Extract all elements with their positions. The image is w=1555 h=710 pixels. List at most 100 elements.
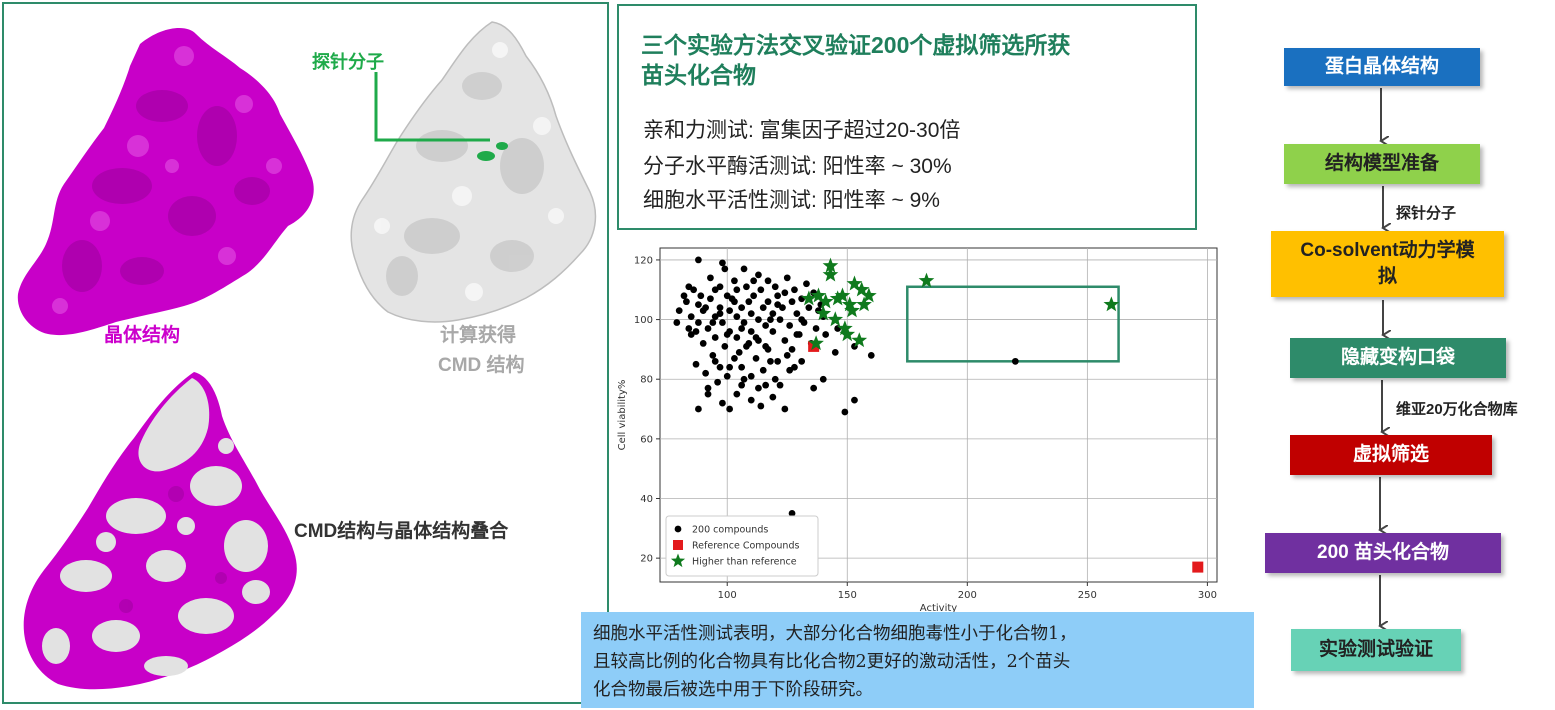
data-point xyxy=(822,266,839,282)
data-point xyxy=(764,277,772,285)
y-tick-label: 120 xyxy=(634,255,653,266)
data-point xyxy=(757,286,765,294)
overlay-structure-image xyxy=(23,372,297,690)
x-tick-label: 150 xyxy=(838,590,857,601)
flow-step-hit-compounds: 200 苗头化合物 xyxy=(1265,533,1501,573)
y-axis-label: Cell viability% xyxy=(617,380,628,451)
structure-panel: 晶体结构 探针分子 计算获得 CMD 结构 xyxy=(2,2,609,704)
x-axis-label: Activity xyxy=(920,603,957,612)
data-point xyxy=(867,351,875,359)
summary-affinity-line: 亲和力测试: 富集因子超过20-30倍 xyxy=(643,119,961,142)
legend-box xyxy=(665,515,819,577)
data-point xyxy=(740,375,748,383)
x-tick-label: 250 xyxy=(1078,590,1097,601)
data-point xyxy=(829,290,846,306)
data-point xyxy=(726,307,733,314)
data-point xyxy=(781,289,789,297)
data-point xyxy=(762,381,770,389)
data-point xyxy=(714,378,721,386)
data-point xyxy=(791,286,798,294)
data-point xyxy=(776,381,784,389)
data-point xyxy=(841,296,858,312)
data-point xyxy=(851,396,858,404)
data-point xyxy=(1011,357,1019,365)
legend-marker xyxy=(673,540,683,550)
flow-step-5-label: 虚拟筛选 xyxy=(1352,444,1429,465)
data-point xyxy=(716,304,724,312)
data-point xyxy=(1103,296,1120,312)
data-point xyxy=(839,326,856,342)
data-point xyxy=(808,335,824,351)
data-point xyxy=(733,286,741,294)
data-point xyxy=(846,275,863,291)
data-point xyxy=(704,325,712,332)
data-point xyxy=(831,349,839,356)
flow-step-6-label: 200 苗头化合物 xyxy=(1317,542,1449,563)
data-point xyxy=(726,405,733,413)
data-point xyxy=(699,340,707,347)
flow-step-2-label: 结构模型准备 xyxy=(1324,153,1439,174)
data-point xyxy=(709,319,717,326)
data-point xyxy=(726,363,733,371)
y-tick-label: 40 xyxy=(640,494,653,505)
x-tick-label: 300 xyxy=(1198,590,1217,601)
data-point xyxy=(747,310,755,317)
data-point xyxy=(740,265,748,273)
data-point xyxy=(680,292,688,300)
data-point xyxy=(740,319,748,326)
summary-enzyme-line: 分子水平酶活测试: 阳性率 ~ 30% xyxy=(643,155,952,178)
data-point xyxy=(687,313,695,320)
y-tick-label: 100 xyxy=(634,315,653,326)
data-point xyxy=(791,363,798,371)
scatter-chart-svg: 100 150 200 250 300 20 40 60 80 100 120 Activity Cel… xyxy=(617,247,1218,612)
data-point xyxy=(810,287,827,303)
data-point xyxy=(853,281,870,297)
data-point xyxy=(695,319,702,326)
y-tick-label: 20 xyxy=(640,554,653,565)
flow-step-virtual-screening: 虚拟筛选 xyxy=(1290,435,1492,475)
flow-step-3-label-line1: Co-solvent动力学模 xyxy=(1300,240,1475,261)
legend-label: 200 compounds xyxy=(692,525,768,536)
data-point xyxy=(738,304,746,312)
data-point xyxy=(745,298,753,306)
data-point xyxy=(810,384,818,392)
data-point xyxy=(692,360,700,368)
data-point xyxy=(716,310,724,317)
data-point xyxy=(716,363,724,371)
data-point xyxy=(747,372,755,380)
data-point xyxy=(803,280,810,288)
data-point xyxy=(762,322,770,329)
data-point xyxy=(793,310,801,317)
x-tick-label: 200 xyxy=(958,590,977,601)
legend-label: Higher than reference xyxy=(692,557,797,568)
data-point xyxy=(695,256,702,264)
legend-marker xyxy=(670,553,686,568)
flow-step-4-label: 隐藏变构口袋 xyxy=(1340,347,1455,368)
data-point xyxy=(755,316,762,323)
data-point xyxy=(695,405,702,413)
data-point xyxy=(752,354,760,362)
data-point xyxy=(709,351,717,359)
legend-label: Reference Compounds xyxy=(692,541,799,552)
summary-panel: 三个实验方法交叉验证200个虚拟筛选所获 苗头化合物 亲和力测试: 富集因子超过… xyxy=(617,4,1197,230)
data-point xyxy=(711,286,719,294)
data-point xyxy=(735,349,743,356)
data-point xyxy=(685,325,693,332)
data-point xyxy=(800,319,808,326)
data-point xyxy=(711,334,719,341)
data-point xyxy=(771,283,779,291)
flow-step-cosolvent-md: Co-solvent动力学模 拟 xyxy=(1271,231,1504,297)
flow-step-7-label: 实验测试验证 xyxy=(1318,639,1433,660)
data-point xyxy=(755,271,762,279)
data-point xyxy=(711,357,719,365)
flow-step-3-label-line2: 拟 xyxy=(1377,266,1397,287)
summary-title-line2: 苗头化合物 xyxy=(641,62,756,88)
probe-molecule-icon xyxy=(477,142,508,161)
data-point xyxy=(731,277,738,285)
data-point xyxy=(675,307,683,314)
data-point xyxy=(721,343,729,350)
data-point xyxy=(781,337,789,344)
data-point xyxy=(704,390,712,398)
data-point xyxy=(769,393,777,401)
